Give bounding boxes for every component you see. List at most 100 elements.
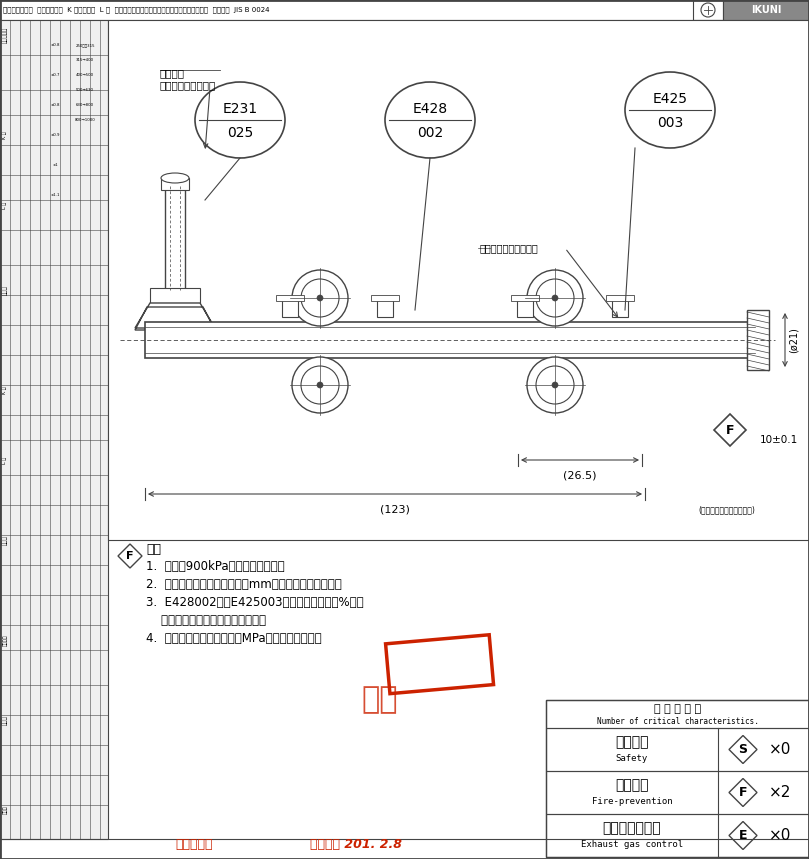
- Text: F: F: [126, 551, 133, 561]
- Text: (123): (123): [380, 504, 410, 514]
- Bar: [386, 635, 493, 694]
- Circle shape: [301, 366, 339, 404]
- Text: 1.  空気圧900kPaにて漏れ無きこと: 1. 空気圧900kPaにて漏れ無きこと: [146, 560, 285, 573]
- Text: K 級: K 級: [2, 387, 7, 393]
- Text: 参考: 参考: [362, 685, 398, 715]
- Bar: [693, 0, 723, 20]
- Text: 廃流終尽寸: 廃流終尽寸: [175, 838, 213, 851]
- Text: L 級: L 級: [2, 456, 7, 464]
- Text: ダイカスト: ダイカスト: [2, 27, 8, 43]
- Text: ±1: ±1: [52, 163, 58, 167]
- Polygon shape: [729, 735, 757, 764]
- Circle shape: [292, 270, 348, 326]
- Circle shape: [552, 295, 558, 301]
- Text: 注）: 注）: [146, 543, 161, 556]
- Text: Fire-prevention: Fire-prevention: [591, 797, 672, 807]
- Text: ±0.9: ±0.9: [50, 133, 60, 137]
- Text: プレス: プレス: [2, 535, 8, 545]
- Polygon shape: [729, 821, 757, 850]
- Text: 10±0.1: 10±0.1: [760, 435, 798, 445]
- Text: 鋳　造: 鋳 造: [2, 285, 8, 295]
- Text: のものを使用し赤外線溶着のこと: のものを使用し赤外線溶着のこと: [146, 614, 266, 627]
- Polygon shape: [729, 778, 757, 807]
- Bar: [377, 299, 393, 317]
- Text: 025: 025: [227, 126, 253, 140]
- Text: ±0.7: ±0.7: [50, 73, 60, 77]
- Circle shape: [527, 270, 583, 326]
- Bar: [108, 20, 809, 540]
- Polygon shape: [714, 414, 746, 446]
- Text: 002: 002: [417, 126, 443, 140]
- Polygon shape: [135, 303, 215, 330]
- Circle shape: [536, 366, 574, 404]
- Bar: [0, 20, 108, 839]
- Text: 500→630: 500→630: [76, 88, 94, 92]
- Ellipse shape: [161, 173, 189, 183]
- Text: Exhaust gas control: Exhaust gas control: [581, 840, 683, 850]
- Text: 800→1000: 800→1000: [74, 118, 95, 122]
- Bar: [282, 299, 298, 317]
- Circle shape: [301, 279, 339, 317]
- Text: (赤外線溶着後の管理寸法): (赤外線溶着後の管理寸法): [698, 505, 755, 515]
- Text: ±0.8: ±0.8: [50, 43, 60, 47]
- Bar: [612, 299, 628, 317]
- Bar: [517, 299, 533, 317]
- Text: E231: E231: [222, 102, 257, 116]
- Bar: [546, 700, 809, 857]
- Bar: [165, 185, 185, 290]
- Text: ±0.8: ±0.8: [50, 103, 60, 107]
- Text: 先端まで: 先端まで: [160, 68, 185, 78]
- Text: E428: E428: [413, 102, 447, 116]
- Text: その他: その他: [2, 806, 7, 814]
- Text: (ø21): (ø21): [789, 327, 799, 353]
- Text: E: E: [739, 829, 748, 842]
- Bar: [276, 295, 304, 301]
- Text: 赤外線溶着実施のこと: 赤外線溶着実施のこと: [480, 243, 539, 253]
- Text: ×2: ×2: [769, 785, 791, 800]
- Circle shape: [317, 382, 323, 388]
- Bar: [145, 322, 755, 358]
- Bar: [546, 814, 809, 857]
- Polygon shape: [118, 544, 142, 568]
- Text: 003: 003: [657, 116, 683, 130]
- Text: 2.  パイプ内部に大きさ０．２mm以上の異物がないこと: 2. パイプ内部に大きさ０．２mm以上の異物がないこと: [146, 578, 341, 591]
- Text: 3.  E428002及びE425003は、吸水率０．５%以下: 3. E428002及びE425003は、吸水率０．５%以下: [146, 596, 363, 609]
- Text: 重 保 箇 所 数: 重 保 箇 所 数: [654, 704, 701, 714]
- Text: プレス: プレス: [2, 716, 8, 725]
- Bar: [723, 0, 809, 20]
- Circle shape: [536, 279, 574, 317]
- Ellipse shape: [195, 82, 285, 158]
- Bar: [371, 295, 399, 301]
- Text: E425: E425: [653, 92, 688, 106]
- Text: K 級: K 級: [2, 131, 7, 139]
- Text: L 級: L 級: [2, 202, 7, 209]
- Text: ±1.1: ±1.1: [50, 193, 60, 197]
- Text: 400→500: 400→500: [76, 73, 94, 77]
- Text: 加工方法別普通  幾何公差等級  K 級切削一般  L 級  切削（ダイカスト）、ダイカスト、鋳造、プレス  公差方式  JIS B 0024: 加工方法別普通 幾何公差等級 K 級切削一般 L 級 切削（ダイカスト）、ダイカ…: [3, 7, 269, 13]
- Text: 曲げ角度: 曲げ角度: [2, 634, 7, 646]
- Text: 4.  耐圧強度：水圧７．９８MPaにて破損なきこと: 4. 耐圧強度：水圧７．９８MPaにて破損なきこと: [146, 632, 322, 645]
- Bar: [546, 771, 809, 814]
- Bar: [161, 178, 189, 190]
- Text: 安全確保: 安全確保: [616, 734, 649, 749]
- Bar: [546, 700, 809, 728]
- Text: 315→400: 315→400: [76, 58, 94, 62]
- Text: 火災防止: 火災防止: [616, 777, 649, 792]
- Bar: [0, 0, 809, 20]
- Text: 250以下315: 250以下315: [75, 43, 95, 47]
- Text: IKUNI: IKUNI: [751, 5, 781, 15]
- Bar: [747, 310, 769, 370]
- Ellipse shape: [625, 72, 715, 148]
- Text: (26.5): (26.5): [563, 470, 597, 480]
- Text: S: S: [739, 743, 748, 756]
- Text: Number of critical characteristics.: Number of critical characteristics.: [596, 716, 758, 726]
- Bar: [150, 288, 200, 303]
- Text: 招所使用 201. 2.8: 招所使用 201. 2.8: [310, 838, 402, 851]
- Circle shape: [317, 295, 323, 301]
- Text: 排ガス増加防止: 排ガス増加防止: [603, 820, 661, 835]
- Bar: [606, 295, 634, 301]
- Text: 630→800: 630→800: [76, 103, 94, 107]
- Text: F: F: [739, 786, 748, 799]
- Text: Safety: Safety: [616, 754, 648, 764]
- Ellipse shape: [385, 82, 475, 158]
